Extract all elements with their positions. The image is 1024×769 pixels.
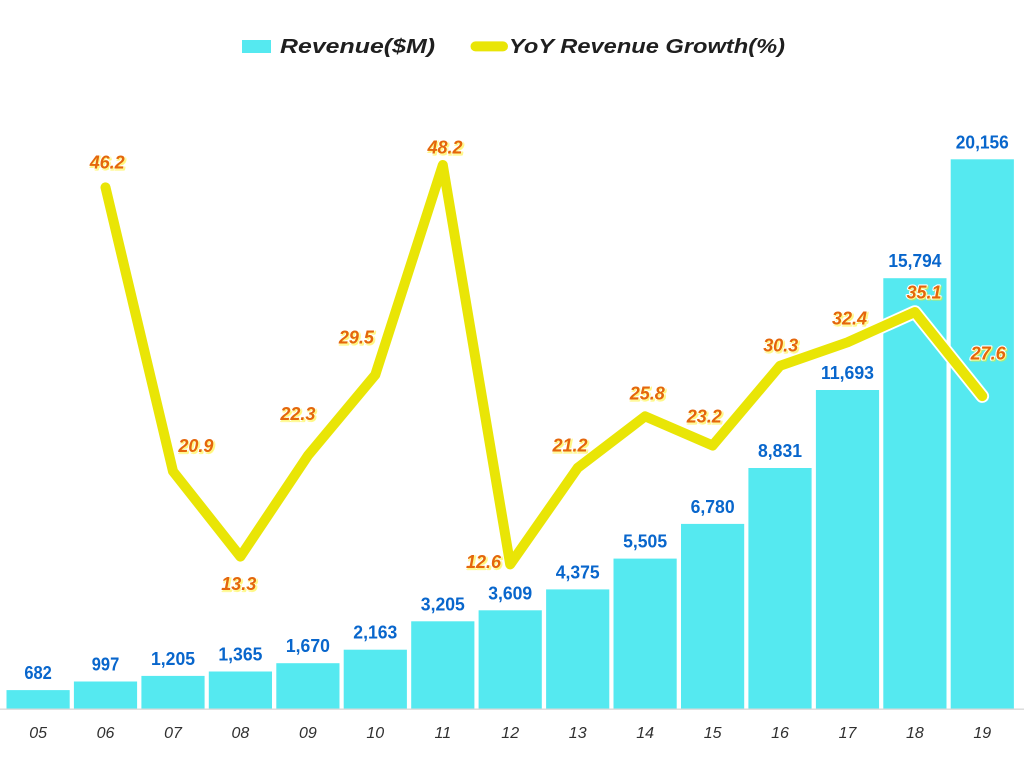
svg-text:05: 05 bbox=[29, 725, 47, 742]
svg-text:11,693: 11,693 bbox=[821, 363, 874, 383]
svg-text:15: 15 bbox=[704, 725, 722, 742]
svg-text:682: 682 bbox=[24, 663, 52, 683]
svg-text:Revenue($M): Revenue($M) bbox=[280, 36, 435, 58]
svg-text:6,780: 6,780 bbox=[691, 497, 735, 517]
svg-text:4,375: 4,375 bbox=[556, 562, 600, 582]
svg-text:10: 10 bbox=[366, 725, 384, 742]
svg-text:08: 08 bbox=[232, 725, 250, 742]
svg-text:07: 07 bbox=[164, 725, 183, 742]
svg-text:5,505: 5,505 bbox=[623, 532, 667, 552]
svg-text:22.3: 22.3 bbox=[279, 404, 315, 424]
svg-text:14: 14 bbox=[636, 725, 654, 742]
svg-text:30.3: 30.3 bbox=[763, 336, 798, 356]
svg-text:19: 19 bbox=[973, 725, 991, 742]
svg-text:13.3: 13.3 bbox=[221, 574, 256, 594]
svg-text:3,205: 3,205 bbox=[421, 594, 465, 614]
svg-text:21.2: 21.2 bbox=[552, 436, 588, 456]
svg-text:997: 997 bbox=[92, 655, 120, 675]
svg-text:23.2: 23.2 bbox=[686, 407, 722, 427]
svg-text:18: 18 bbox=[906, 725, 924, 742]
svg-text:09: 09 bbox=[299, 725, 317, 742]
svg-text:20,156: 20,156 bbox=[956, 132, 1009, 152]
svg-text:12.6: 12.6 bbox=[466, 552, 502, 572]
svg-text:17: 17 bbox=[839, 725, 858, 742]
svg-text:3,609: 3,609 bbox=[488, 583, 532, 603]
svg-text:YoY Revenue Growth(%): YoY Revenue Growth(%) bbox=[509, 36, 785, 58]
svg-text:35.1: 35.1 bbox=[907, 283, 942, 303]
svg-text:11: 11 bbox=[434, 725, 451, 742]
svg-text:27.6: 27.6 bbox=[970, 343, 1007, 363]
svg-text:15,794: 15,794 bbox=[888, 251, 941, 271]
svg-text:2,163: 2,163 bbox=[353, 623, 397, 643]
svg-text:06: 06 bbox=[97, 725, 115, 742]
svg-text:25.8: 25.8 bbox=[629, 384, 665, 404]
svg-text:13: 13 bbox=[569, 725, 587, 742]
svg-text:16: 16 bbox=[771, 725, 789, 742]
svg-text:48.2: 48.2 bbox=[427, 138, 463, 158]
svg-text:20.9: 20.9 bbox=[177, 436, 213, 456]
svg-text:8,831: 8,831 bbox=[758, 441, 802, 461]
svg-text:12: 12 bbox=[501, 725, 519, 742]
svg-text:32.4: 32.4 bbox=[832, 309, 867, 329]
svg-text:46.2: 46.2 bbox=[89, 153, 125, 173]
svg-text:1,670: 1,670 bbox=[286, 636, 330, 656]
svg-text:29.5: 29.5 bbox=[338, 328, 375, 348]
svg-text:1,205: 1,205 bbox=[151, 649, 195, 669]
svg-text:1,365: 1,365 bbox=[218, 645, 262, 665]
